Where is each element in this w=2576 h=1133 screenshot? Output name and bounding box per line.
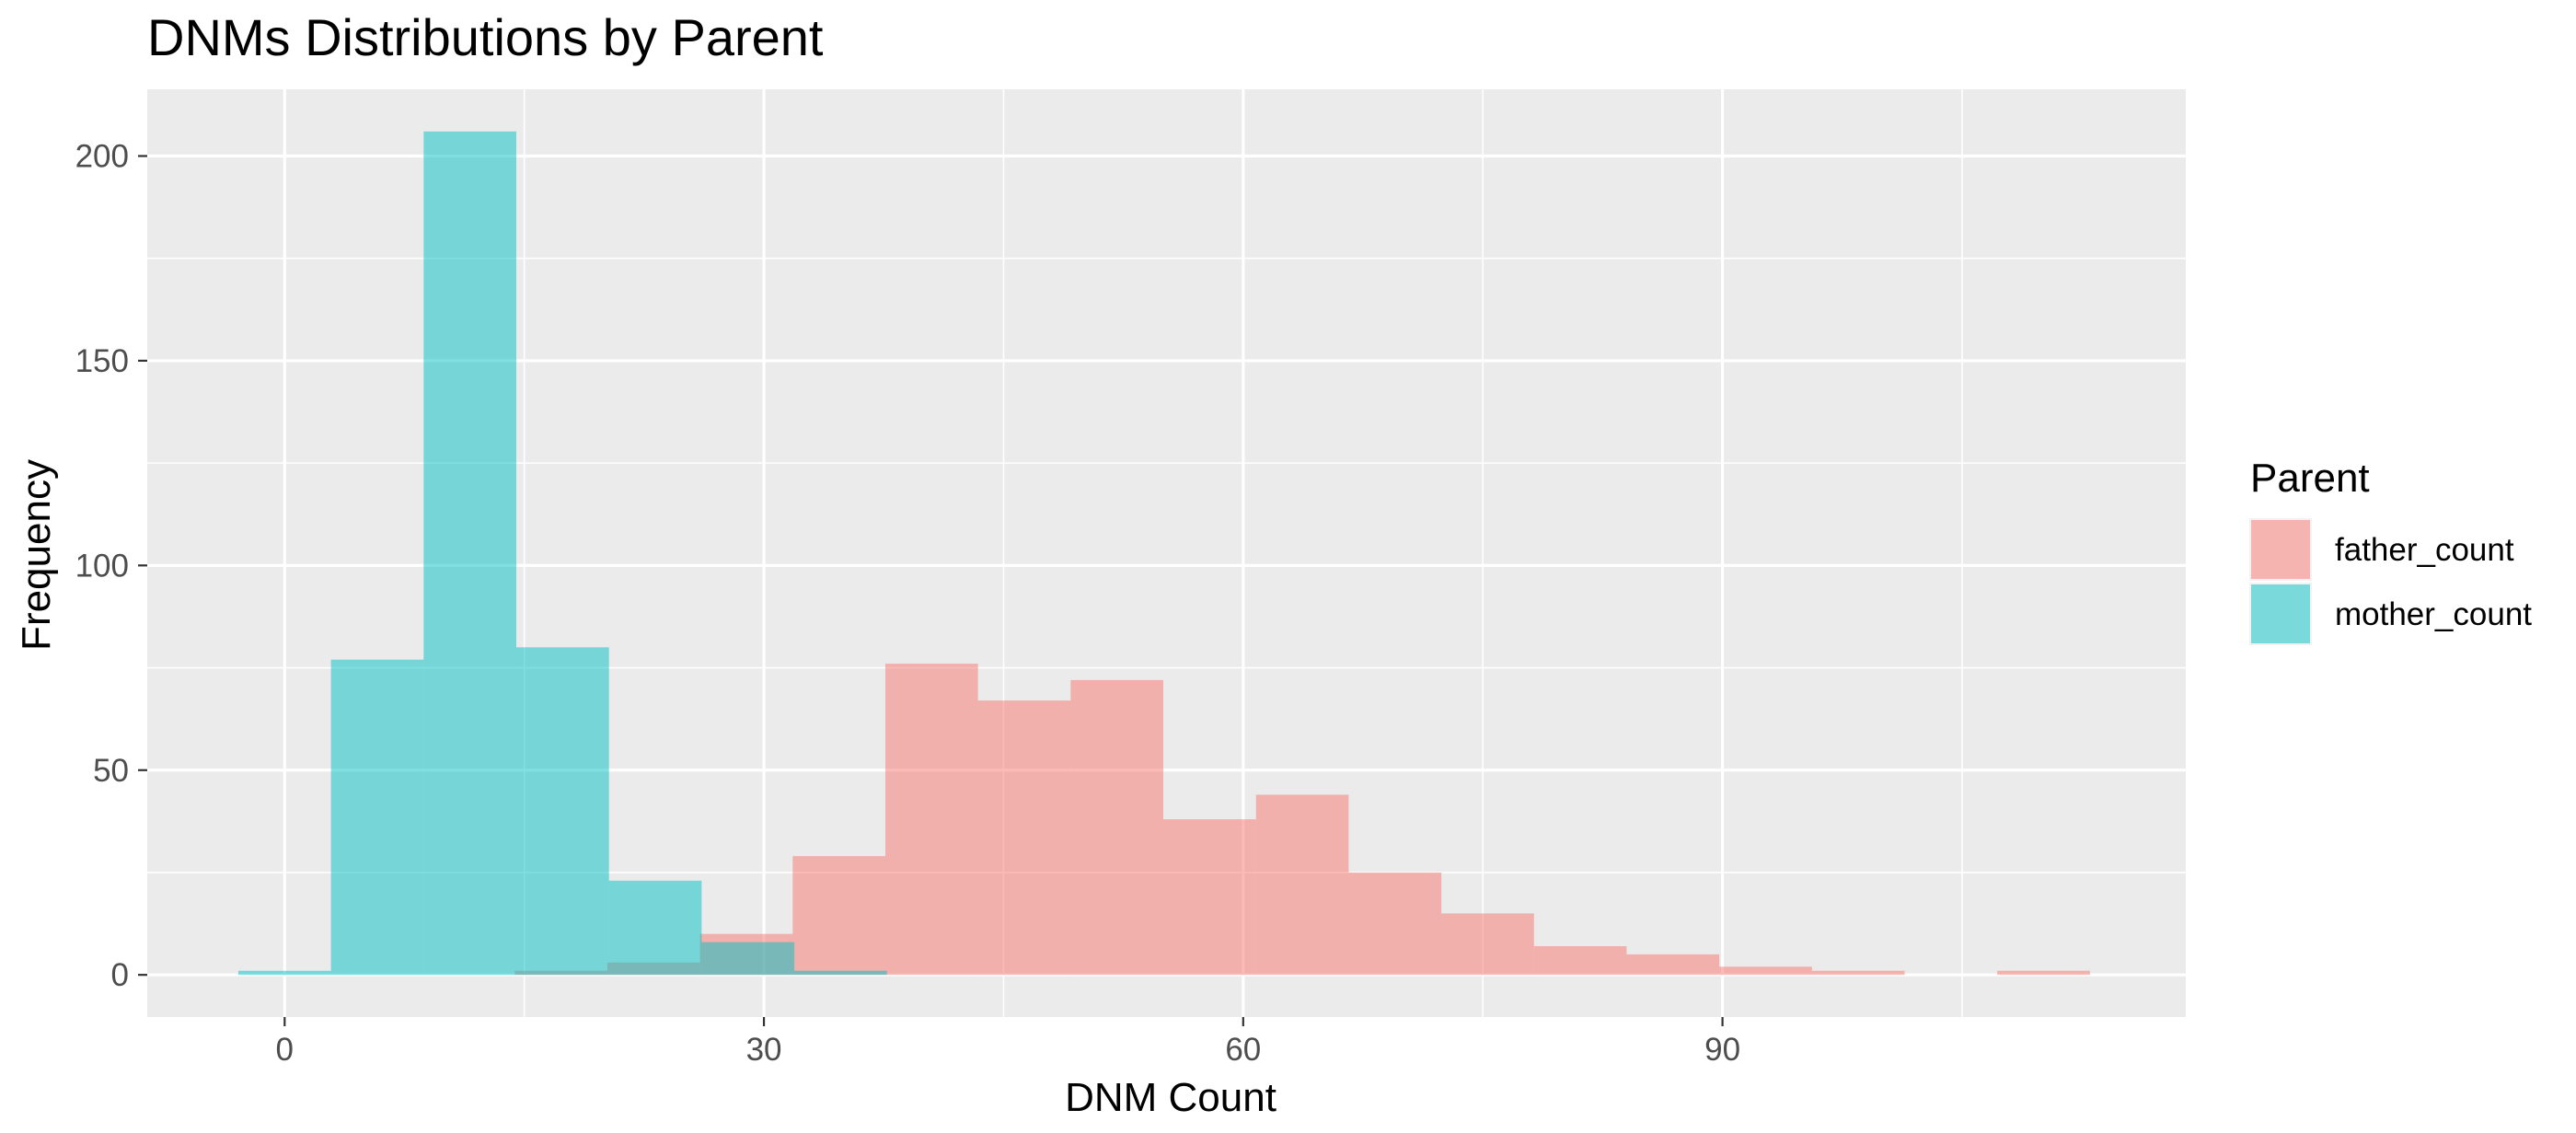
series-mother-count [237,131,887,976]
histogram-bar [794,970,887,976]
y-tick-label: 100 [75,548,129,584]
legend-label: father_count [2335,532,2514,568]
histogram-bars [237,131,2090,976]
axis-ticks: 0 30 60 90 0 50 100 150 200 [75,139,1740,1068]
legend-key [2251,520,2310,579]
histogram-bar [1997,970,2090,976]
histogram-bar [1255,794,1349,976]
histogram-bar [977,700,1071,976]
legend: Parent father_count mother_count [2249,456,2532,645]
histogram-bar [608,880,702,976]
x-tick-label: 90 [1704,1032,1740,1068]
x-tick-label: 60 [1225,1032,1261,1068]
histogram-bar [792,856,885,976]
histogram-bar [1441,913,1534,976]
histogram-bar [330,659,424,976]
histogram-bar [701,942,795,976]
x-axis-title: DNM Count [1065,1075,1276,1120]
chart-title: DNMs Distributions by Parent [147,8,824,66]
histogram-bar [237,970,331,976]
y-axis-title: Frequency [14,459,59,651]
histogram-bar [1163,819,1256,976]
legend-title: Parent [2250,456,2370,501]
histogram-bar [884,664,978,976]
legend-label: mother_count [2335,596,2532,632]
histogram-bar [423,131,516,976]
histogram-bar [1811,970,1905,976]
histogram-bar [1348,872,1442,976]
histogram-bar [515,647,609,976]
histogram-bar [1626,954,1720,976]
y-tick-label: 0 [111,957,129,993]
y-tick-label: 50 [93,753,129,789]
x-tick-label: 30 [746,1032,782,1068]
y-tick-label: 200 [75,139,129,175]
y-tick-label: 150 [75,343,129,379]
legend-key [2251,584,2310,643]
histogram-bar [1719,966,1812,976]
histogram-bar [1070,679,1164,976]
histogram-bar [1533,946,1627,976]
x-tick-label: 0 [276,1032,294,1068]
